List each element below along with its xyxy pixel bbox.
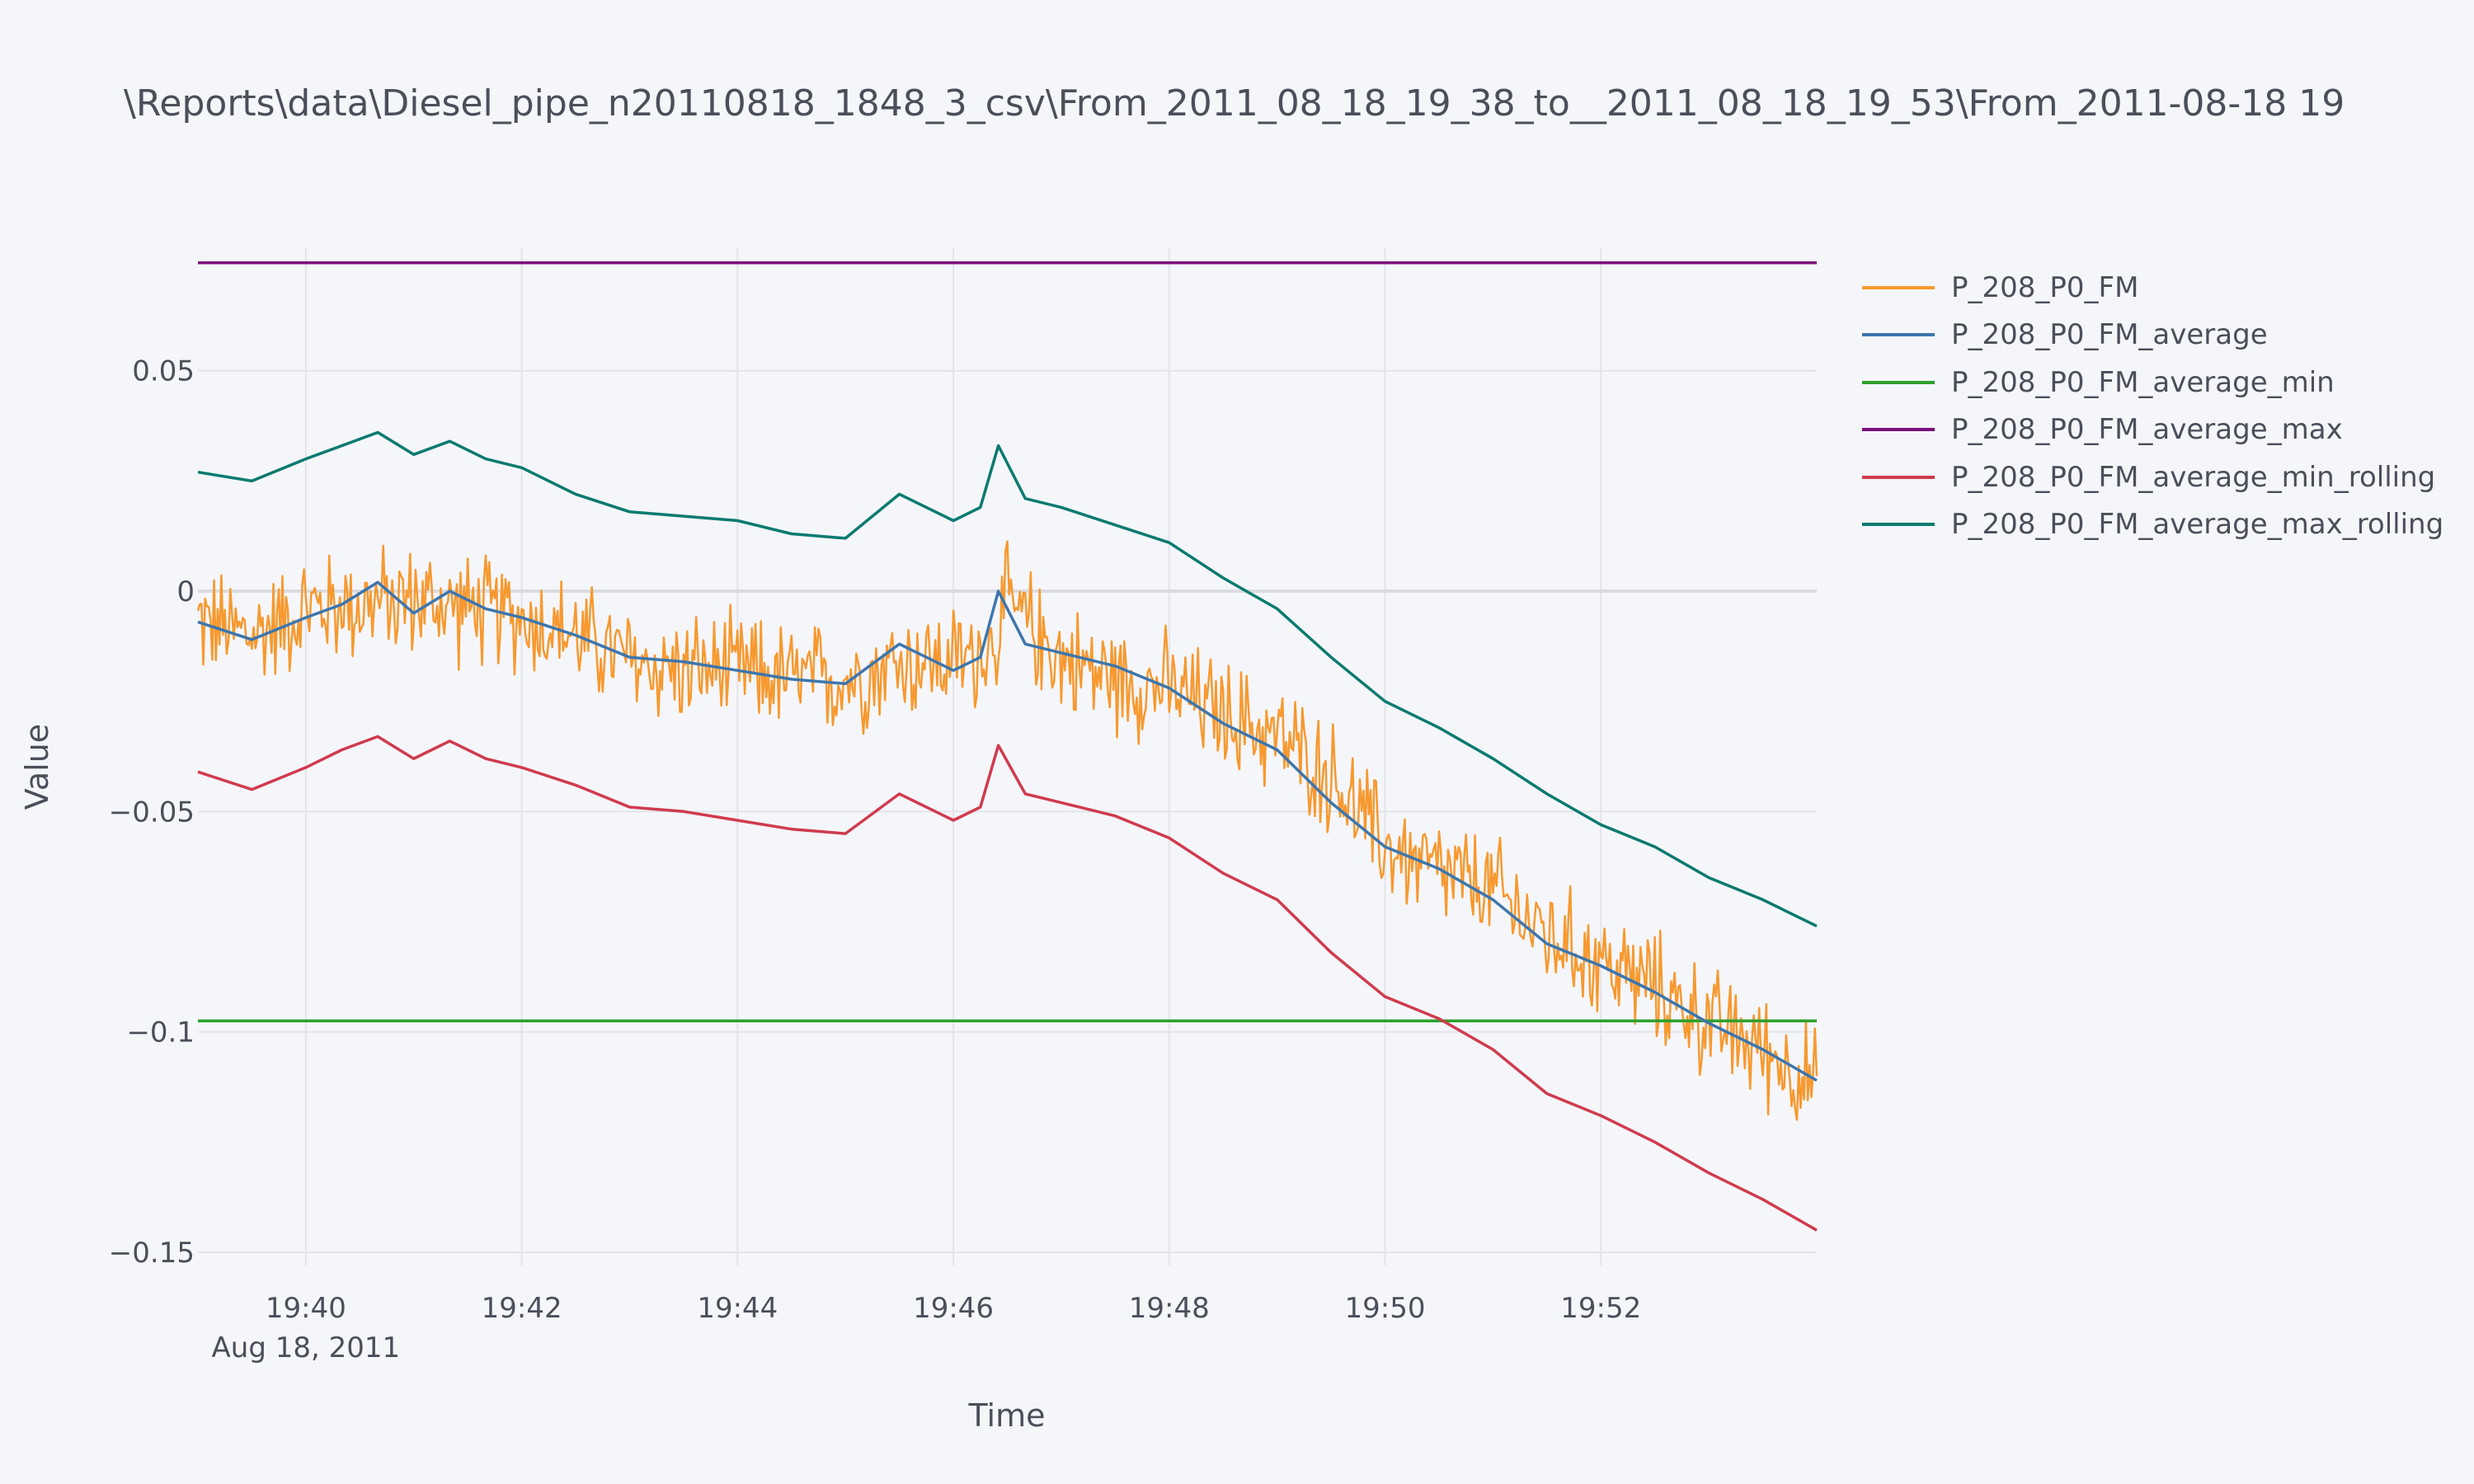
- legend-label: P_208_P0_FM_average_min_rolling: [1951, 460, 2436, 494]
- legend-swatch: [1862, 333, 1935, 337]
- x-tick-label: 19:50: [1345, 1292, 1426, 1325]
- legend-label: P_208_P0_FM: [1951, 270, 2139, 304]
- legend-item[interactable]: P_208_P0_FM_average_max: [1862, 406, 2443, 454]
- y-axis-title: Value: [19, 724, 55, 810]
- legend-swatch: [1862, 380, 1935, 384]
- y-tick-label: −0.15: [109, 1237, 195, 1270]
- y-tick-label: −0.1: [126, 1017, 195, 1050]
- x-axis-title: Time: [968, 1397, 1046, 1434]
- x-tick-label: 19:48: [1129, 1292, 1210, 1325]
- grid-lines: [198, 247, 1817, 1266]
- x-tick-label: 19:46: [913, 1292, 994, 1325]
- series-line-P_208_P0_FM_average: [197, 580, 1818, 1082]
- legend-item[interactable]: P_208_P0_FM_average: [1862, 312, 2443, 359]
- axis-labels: Value Time 19:40 Aug 18, 2011 19:42 19:44 19…: [19, 355, 1641, 1434]
- x-tick-label: 19:52: [1560, 1292, 1641, 1325]
- x-tick-label: 19:44: [697, 1292, 778, 1325]
- x-tick-label: 19:42: [482, 1292, 562, 1325]
- x-tick-date-label: Aug 18, 2011: [212, 1331, 401, 1364]
- legend-item[interactable]: P_208_P0_FM_average_min_rolling: [1862, 453, 2443, 501]
- legend-swatch: [1862, 285, 1935, 289]
- series-line-P_208_P0_FM_average_max_rolling: [197, 430, 1818, 928]
- legend-swatch: [1862, 523, 1935, 527]
- series-line-P_208_P0_FM: [196, 540, 1818, 1121]
- legend-item[interactable]: P_208_P0_FM_average_max_rolling: [1862, 501, 2443, 549]
- y-tick-label: 0.05: [132, 355, 195, 388]
- legend-swatch: [1862, 428, 1935, 432]
- y-tick-label: −0.05: [109, 796, 195, 829]
- series-line-P_208_P0_FM_average_min_rolling: [197, 735, 1818, 1232]
- series-layer: [196, 261, 1818, 1232]
- legend-item[interactable]: P_208_P0_FM: [1862, 264, 2443, 312]
- x-tick-label: 19:40: [266, 1292, 346, 1325]
- legend[interactable]: P_208_P0_FM P_208_P0_FM_average P_208_P0_F…: [1862, 264, 2443, 548]
- legend-label: P_208_P0_FM_average: [1951, 318, 2268, 352]
- y-tick-label: 0: [176, 575, 195, 608]
- legend-swatch: [1862, 475, 1935, 479]
- chart-title: \Reports\data\Diesel_pipe_n20110818_1848…: [124, 82, 2345, 124]
- legend-label: P_208_P0_FM_average_max_rolling: [1951, 508, 2444, 542]
- legend-label: P_208_P0_FM_average_min: [1951, 365, 2335, 399]
- legend-item[interactable]: P_208_P0_FM_average_min: [1862, 359, 2443, 406]
- legend-label: P_208_P0_FM_average_max: [1951, 413, 2343, 447]
